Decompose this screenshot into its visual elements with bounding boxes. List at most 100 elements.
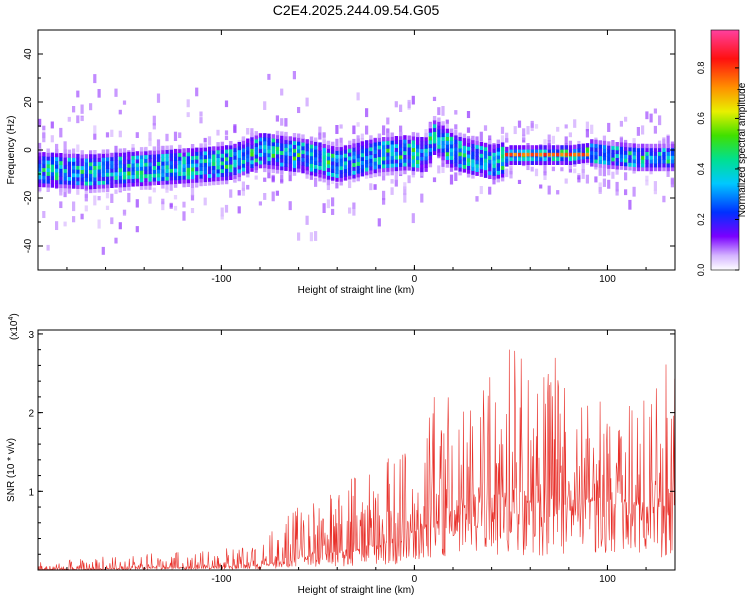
heatmap-cell — [271, 176, 275, 183]
heatmap-cell — [301, 153, 305, 158]
heatmap-cell — [530, 160, 534, 165]
heatmap-cell — [131, 155, 135, 160]
heatmap-cell — [331, 149, 335, 154]
heatmap-cell — [72, 180, 76, 185]
heatmap-cell — [331, 164, 335, 170]
heatmap-cell — [522, 152, 526, 157]
heatmap-cell — [38, 118, 42, 125]
heatmap-cell — [390, 132, 394, 137]
heatmap-cell — [662, 163, 666, 168]
heatmap-cell — [173, 160, 178, 165]
heatmap-cell — [301, 149, 305, 155]
heatmap-cell — [377, 133, 382, 138]
heatmap-cell — [356, 173, 360, 178]
heatmap-cell — [97, 89, 101, 98]
heatmap-cell — [615, 161, 619, 166]
heatmap-cell — [377, 164, 382, 169]
heatmap-cell — [632, 138, 636, 145]
heatmap-cell — [275, 169, 280, 174]
heatmap-cell — [641, 163, 645, 168]
heatmap-cell — [156, 153, 161, 159]
heatmap-cell — [148, 181, 152, 186]
heatmap-cell — [462, 160, 467, 165]
heatmap-cell — [360, 141, 365, 146]
heatmap-cell — [212, 157, 216, 163]
heatmap-cell — [148, 173, 152, 178]
heatmap-cell — [250, 155, 254, 161]
heatmap-cell — [403, 162, 407, 167]
heatmap-cell — [411, 143, 416, 149]
heatmap-cell — [309, 155, 314, 161]
heatmap-cell — [598, 163, 602, 168]
heatmap-cell — [199, 111, 203, 117]
heatmap-cell — [352, 162, 356, 167]
heatmap-cell — [318, 169, 322, 174]
heatmap-cell — [386, 132, 390, 138]
heatmap-cell — [76, 184, 80, 189]
heatmap-cell — [46, 160, 50, 165]
heatmap-cell — [250, 163, 254, 168]
heatmap-cell — [360, 160, 365, 165]
heatmap-cell — [335, 162, 339, 167]
heatmap-cell — [80, 169, 84, 174]
heatmap-cell — [195, 162, 199, 168]
heatmap-cell — [280, 150, 284, 155]
heatmap-cell — [84, 181, 89, 186]
heatmap-cell — [539, 184, 543, 189]
heatmap-cell — [76, 161, 80, 166]
heatmap-cell — [632, 151, 636, 156]
heatmap-cell — [500, 146, 505, 151]
heatmap-cell — [547, 156, 551, 162]
heatmap-cell — [369, 143, 373, 148]
heatmap-cell — [496, 147, 500, 152]
heatmap-cell — [437, 165, 441, 174]
heatmap-cell — [258, 144, 263, 150]
heatmap-cell — [118, 130, 122, 138]
heatmap-cell — [59, 189, 63, 196]
heatmap-cell — [399, 170, 403, 175]
heatmap-cell — [653, 143, 658, 149]
heatmap-cell — [513, 152, 517, 157]
heatmap-cell — [173, 205, 178, 211]
heatmap-cell — [161, 149, 165, 155]
heatmap-cell — [237, 172, 241, 178]
heatmap-cell — [105, 187, 110, 193]
heatmap-cell — [530, 156, 534, 162]
heatmap-cell — [97, 161, 101, 166]
heatmap-cell — [403, 193, 407, 203]
heatmap-cell — [76, 157, 80, 163]
heatmap-cell — [271, 153, 275, 158]
heatmap-cell — [407, 150, 411, 156]
y-tick-label: 20 — [23, 96, 34, 108]
heatmap-cell — [611, 164, 615, 170]
heatmap-cell — [331, 168, 335, 173]
heatmap-cell — [365, 163, 369, 168]
heatmap-cell — [110, 164, 114, 169]
heatmap-cell — [335, 165, 339, 171]
heatmap-cell — [67, 116, 71, 122]
heatmap-cell — [394, 143, 399, 148]
heatmap-cell — [326, 180, 330, 191]
heatmap-cell — [496, 170, 500, 175]
heatmap-cell — [297, 164, 301, 169]
heatmap-cell — [76, 90, 80, 98]
heatmap-cell — [301, 157, 305, 162]
y-tick-label: 3 — [28, 330, 34, 341]
heatmap-cell — [581, 155, 585, 160]
heatmap-cell — [607, 149, 611, 154]
heatmap-cell — [483, 125, 488, 131]
heatmap-cell — [441, 155, 445, 161]
heatmap-cell — [649, 163, 653, 168]
heatmap-cell — [127, 182, 131, 187]
heatmap-cell — [275, 138, 280, 143]
heatmap-cell — [224, 176, 229, 181]
heatmap-cell — [246, 150, 250, 155]
heatmap-cell — [543, 149, 547, 154]
heatmap-cell — [365, 170, 369, 176]
heatmap-cell — [93, 173, 97, 178]
heatmap-cell — [241, 171, 246, 176]
heatmap-cell — [93, 184, 97, 189]
heatmap-cell — [42, 163, 46, 169]
heatmap-cell — [547, 185, 551, 195]
heatmap-cell — [432, 150, 437, 155]
